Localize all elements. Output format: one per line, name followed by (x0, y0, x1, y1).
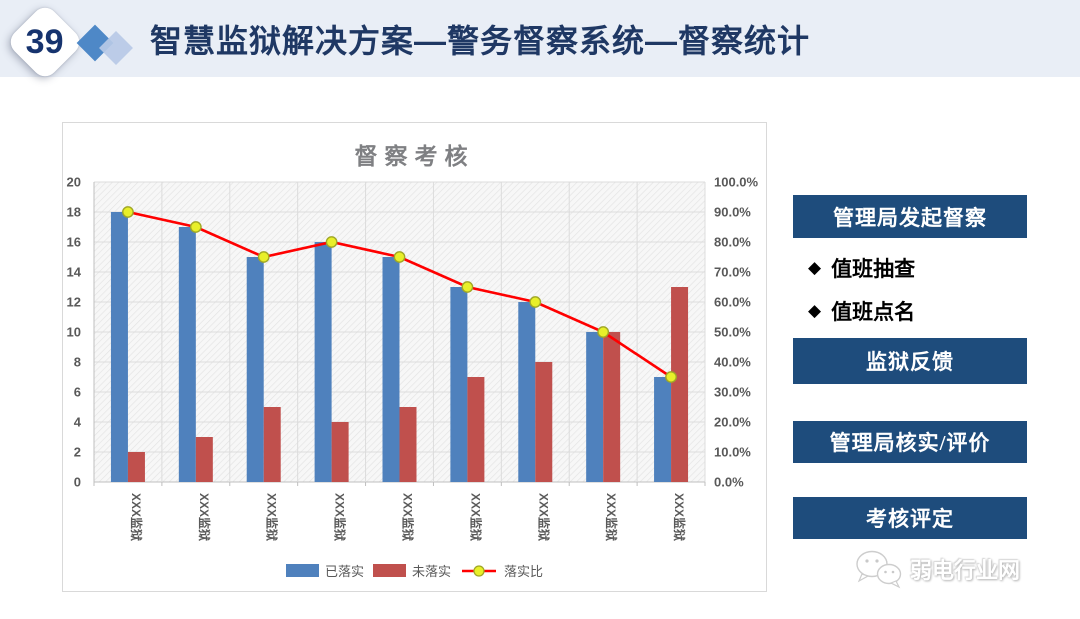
x-axis-category-label: XXX监狱 (401, 493, 416, 541)
left-axis-tick-label: 20 (67, 175, 81, 190)
watermark: 弱电行业网 (852, 548, 1020, 590)
line-marker-1 (189, 221, 202, 233)
chart-title: 督察考核 (354, 144, 475, 169)
x-axis-category-label: XXX监狱 (604, 493, 619, 541)
button-admin-verify-evaluate[interactable]: 管理局核实/评价 (793, 421, 1027, 463)
legend-item-落实比: 落实比 (460, 561, 543, 580)
legend-line-marker-icon (462, 564, 496, 577)
left-axis-tick-label: 0 (74, 475, 81, 490)
right-axis-tick-label: 30.0% (714, 385, 751, 400)
bar-已落实-0 (110, 212, 128, 482)
line-marker-3 (325, 236, 338, 248)
legend-swatch-icon (372, 564, 406, 577)
x-axis-category-label: XXX监狱 (265, 493, 280, 541)
header-bar: 39 智慧监狱解决方案—警务督察系统—督察统计 (0, 0, 1080, 82)
bullet-label: 值班抽查 (831, 257, 916, 281)
legend-label: 未落实 (411, 564, 451, 579)
line-marker-5 (461, 281, 474, 293)
legend-label: 已落实 (324, 564, 364, 579)
diamond-bullet-icon: ◆ (808, 258, 822, 277)
right-axis-tick-label: 0.0% (714, 475, 744, 490)
bar-已落实-1 (178, 227, 196, 482)
button-assessment-rating[interactable]: 考核评定 (793, 497, 1027, 539)
chart-legend: 已落实 未落实 落实比 (63, 561, 766, 580)
page-title: 智慧监狱解决方案—警务督察系统—督察统计 (150, 22, 811, 59)
line-marker-2 (257, 251, 270, 263)
bar-未落实-6 (535, 362, 553, 482)
left-axis-tick-label: 18 (67, 205, 81, 220)
chart-panel: 督察考核 0 0.0% 2 10.0% 4 20.0% 6 30.0% 8 40.0% 10 50.0… (62, 122, 767, 592)
x-axis-category-label: XXX监狱 (333, 493, 348, 541)
left-axis-tick-label: 4 (74, 415, 82, 430)
slide-number-badge: 39 (5, 2, 85, 82)
line-marker-8 (665, 371, 677, 383)
bar-已落实-6 (518, 302, 536, 482)
right-axis-tick-label: 10.0% (714, 445, 751, 460)
x-axis-category-label: XXX监狱 (536, 493, 551, 541)
right-axis-tick-label: 80.0% (714, 235, 751, 250)
left-axis-tick-label: 16 (67, 235, 81, 250)
bar-已落实-2 (246, 257, 264, 482)
bar-未落实-2 (263, 407, 281, 482)
right-axis-tick-label: 40.0% (714, 355, 751, 370)
bullet-duty-roll-call: ◆ 值班点名 (808, 296, 915, 326)
line-marker-7 (597, 326, 610, 338)
right-axis-tick-label: 90.0% (714, 205, 751, 220)
bar-未落实-3 (331, 422, 349, 482)
bar-未落实-7 (603, 332, 621, 482)
wechat-icon (856, 550, 902, 589)
legend-item-未落实: 未落实 (372, 561, 451, 580)
left-axis-tick-label: 12 (67, 295, 81, 310)
bar-已落实-8 (654, 377, 672, 482)
right-axis-tick-label: 20.0% (714, 415, 751, 430)
bar-已落实-4 (382, 257, 400, 482)
inspection-assessment-chart: 0 0.0% 2 10.0% 4 20.0% 6 30.0% 8 40.0% 10 50.0% 12 60… (67, 175, 759, 542)
line-marker-0 (122, 206, 134, 218)
bullet-label: 值班点名 (831, 300, 916, 324)
bar-已落实-5 (450, 287, 468, 482)
left-axis-tick-label: 8 (74, 355, 81, 370)
button-prison-feedback[interactable]: 监狱反馈 (793, 338, 1027, 384)
slide-number: 39 (26, 22, 64, 61)
bar-未落实-5 (467, 377, 485, 482)
bar-已落实-3 (314, 242, 332, 482)
watermark-text: 弱电行业网 (910, 558, 1021, 583)
bullet-duty-spot-check: ◆ 值班抽查 (808, 253, 915, 283)
x-axis-category-label: XXX监狱 (129, 493, 144, 541)
x-axis-category-label: XXX监狱 (672, 493, 687, 541)
x-axis-category-label: XXX监狱 (197, 493, 212, 541)
left-axis-tick-label: 6 (74, 385, 81, 400)
diamond-bullet-icon: ◆ (808, 301, 822, 320)
right-axis-tick-label: 70.0% (714, 265, 751, 280)
button-admin-initiate-inspection[interactable]: 管理局发起督察 (793, 195, 1027, 238)
bar-未落实-4 (399, 407, 417, 482)
line-marker-4 (393, 251, 406, 263)
bar-未落实-0 (127, 452, 145, 482)
x-axis-category-label: XXX监狱 (468, 493, 483, 541)
line-marker-6 (529, 296, 542, 308)
right-axis-tick-label: 50.0% (714, 325, 751, 340)
left-axis-tick-label: 2 (74, 445, 81, 460)
right-axis-tick-label: 100.0% (714, 175, 759, 190)
legend-swatch-icon (285, 564, 319, 577)
left-axis-tick-label: 14 (67, 265, 82, 280)
bar-未落实-8 (671, 287, 689, 482)
bar-未落实-1 (195, 437, 213, 482)
left-axis-tick-label: 10 (67, 325, 81, 340)
bar-已落实-7 (586, 332, 604, 482)
legend-item-已落实: 已落实 (285, 561, 364, 580)
right-axis-tick-label: 60.0% (714, 295, 751, 310)
legend-label: 落实比 (504, 564, 544, 579)
